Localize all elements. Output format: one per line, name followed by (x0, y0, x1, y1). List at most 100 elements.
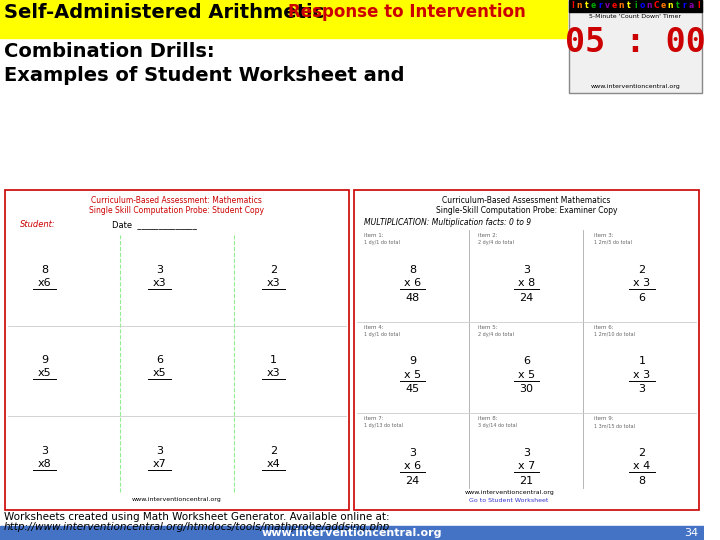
Text: 24: 24 (405, 476, 420, 486)
Text: Student:: Student: (19, 220, 55, 229)
Text: www.interventioncentral.org: www.interventioncentral.org (261, 528, 442, 538)
Text: 5-Minute 'Count Down' Timer: 5-Minute 'Count Down' Timer (590, 14, 681, 19)
Bar (354, 190, 699, 510)
Text: x7: x7 (153, 459, 166, 469)
Text: 48: 48 (405, 293, 420, 303)
Text: x 8: x 8 (518, 278, 535, 288)
Text: l: l (697, 2, 700, 10)
Text: i: i (634, 2, 636, 10)
Text: 8: 8 (639, 476, 646, 486)
Text: item 1:: item 1: (364, 233, 384, 238)
Text: Combination Drills:: Combination Drills: (4, 42, 215, 61)
Text: 3: 3 (156, 446, 163, 456)
Text: C: C (654, 2, 660, 10)
Text: x8: x8 (37, 459, 51, 469)
Text: 2: 2 (270, 265, 276, 275)
Text: Examples of Student Worksheet and: Examples of Student Worksheet and (4, 66, 405, 85)
Text: e: e (591, 2, 596, 10)
Text: item 3:: item 3: (594, 233, 613, 238)
Text: Worksheets created using Math Worksheet Generator. Available online at:: Worksheets created using Math Worksheet … (4, 512, 390, 522)
Text: x5: x5 (153, 368, 166, 379)
Text: x 4: x 4 (634, 461, 651, 471)
Text: Curriculum-Based Assessment Mathematics: Curriculum-Based Assessment Mathematics (442, 196, 611, 205)
Text: http://www.interventioncentral.org/htmdocs/tools/mathprobe/addsing.php: http://www.interventioncentral.org/htmdo… (4, 522, 390, 532)
Text: n: n (618, 2, 624, 10)
Text: MULTIPLICATION: Multiplication facts: 0 to 9: MULTIPLICATION: Multiplication facts: 0 … (364, 218, 531, 227)
Text: Response to Intervention: Response to Intervention (289, 3, 526, 21)
Text: 2: 2 (639, 448, 646, 458)
Text: x4: x4 (266, 459, 280, 469)
Text: 2 dy/4 do total: 2 dy/4 do total (478, 332, 514, 336)
Text: item 8:: item 8: (478, 416, 498, 421)
Text: Date  ______________: Date ______________ (112, 220, 197, 229)
Text: n: n (667, 2, 673, 10)
Text: Curriculum-Based Assessment: Mathematics: Curriculum-Based Assessment: Mathematics (91, 196, 262, 205)
Text: 2: 2 (270, 446, 276, 456)
Text: 6: 6 (639, 293, 646, 303)
Text: 8: 8 (409, 265, 416, 275)
Text: Single-Skill Computation Probe: Examiner Copy: Single-Skill Computation Probe: Examiner… (436, 206, 617, 215)
Text: x 6: x 6 (404, 461, 421, 471)
Text: 3: 3 (639, 384, 646, 395)
Text: 3 dy/14 do total: 3 dy/14 do total (478, 423, 517, 428)
Text: x 3: x 3 (634, 278, 651, 288)
Text: a: a (689, 2, 694, 10)
Bar (0, 0, 567, 38)
Text: x 7: x 7 (518, 461, 535, 471)
Text: www.interventioncentral.org: www.interventioncentral.org (132, 497, 222, 502)
Text: x6: x6 (37, 278, 51, 288)
Text: 30: 30 (519, 384, 534, 395)
Text: I: I (571, 2, 574, 10)
Text: e: e (612, 2, 617, 10)
Text: 3: 3 (523, 265, 530, 275)
Text: n: n (577, 2, 582, 10)
Text: 3: 3 (156, 265, 163, 275)
Text: t: t (585, 2, 588, 10)
Text: x 3: x 3 (634, 369, 651, 380)
Text: x 6: x 6 (404, 278, 421, 288)
Bar (569, 0, 702, 93)
Text: 3: 3 (523, 448, 530, 458)
Text: 3: 3 (409, 448, 416, 458)
Text: 1 dy/1 do total: 1 dy/1 do total (364, 240, 400, 245)
Text: 05 : 00: 05 : 00 (565, 26, 706, 59)
Bar (5, 190, 349, 510)
Text: n: n (647, 2, 652, 10)
Text: 6: 6 (523, 356, 530, 367)
Text: 1 dy/1 do total: 1 dy/1 do total (364, 332, 400, 336)
Text: 24: 24 (519, 293, 534, 303)
Text: 1 3m/15 do total: 1 3m/15 do total (594, 423, 635, 428)
Text: v: v (605, 2, 610, 10)
Text: x3: x3 (266, 368, 280, 379)
Text: 21: 21 (519, 476, 534, 486)
Text: x3: x3 (266, 278, 280, 288)
Text: x5: x5 (37, 368, 51, 379)
Text: x 5: x 5 (518, 369, 535, 380)
Text: 1 2m/5 do total: 1 2m/5 do total (594, 240, 631, 245)
Text: 45: 45 (405, 384, 420, 395)
Text: o: o (639, 2, 645, 10)
Text: 9: 9 (41, 355, 48, 366)
Bar (0, 526, 704, 540)
Text: 1 dy/13 do total: 1 dy/13 do total (364, 423, 403, 428)
Text: 3: 3 (41, 446, 48, 456)
Text: x 5: x 5 (404, 369, 421, 380)
Text: item 7:: item 7: (364, 416, 384, 421)
Text: item 5:: item 5: (478, 325, 498, 329)
Text: 1 2m/10 do total: 1 2m/10 do total (594, 332, 635, 336)
Text: Self-Administered Arithmetic: Self-Administered Arithmetic (4, 3, 324, 22)
Text: Go to Student Worksheet: Go to Student Worksheet (469, 498, 549, 503)
Text: t: t (626, 2, 630, 10)
Text: 6: 6 (156, 355, 163, 366)
Text: 8: 8 (41, 265, 48, 275)
Text: item 2:: item 2: (478, 233, 498, 238)
Text: 9: 9 (409, 356, 416, 367)
Text: e: e (661, 2, 666, 10)
Bar (569, 0, 702, 12)
Text: www.interventioncentral.org: www.interventioncentral.org (464, 490, 554, 495)
Text: item 6:: item 6: (594, 325, 613, 329)
Text: 1: 1 (270, 355, 276, 366)
Text: 1: 1 (639, 356, 646, 367)
Text: item 4:: item 4: (364, 325, 384, 329)
Text: www.interventioncentral.org: www.interventioncentral.org (590, 84, 680, 89)
